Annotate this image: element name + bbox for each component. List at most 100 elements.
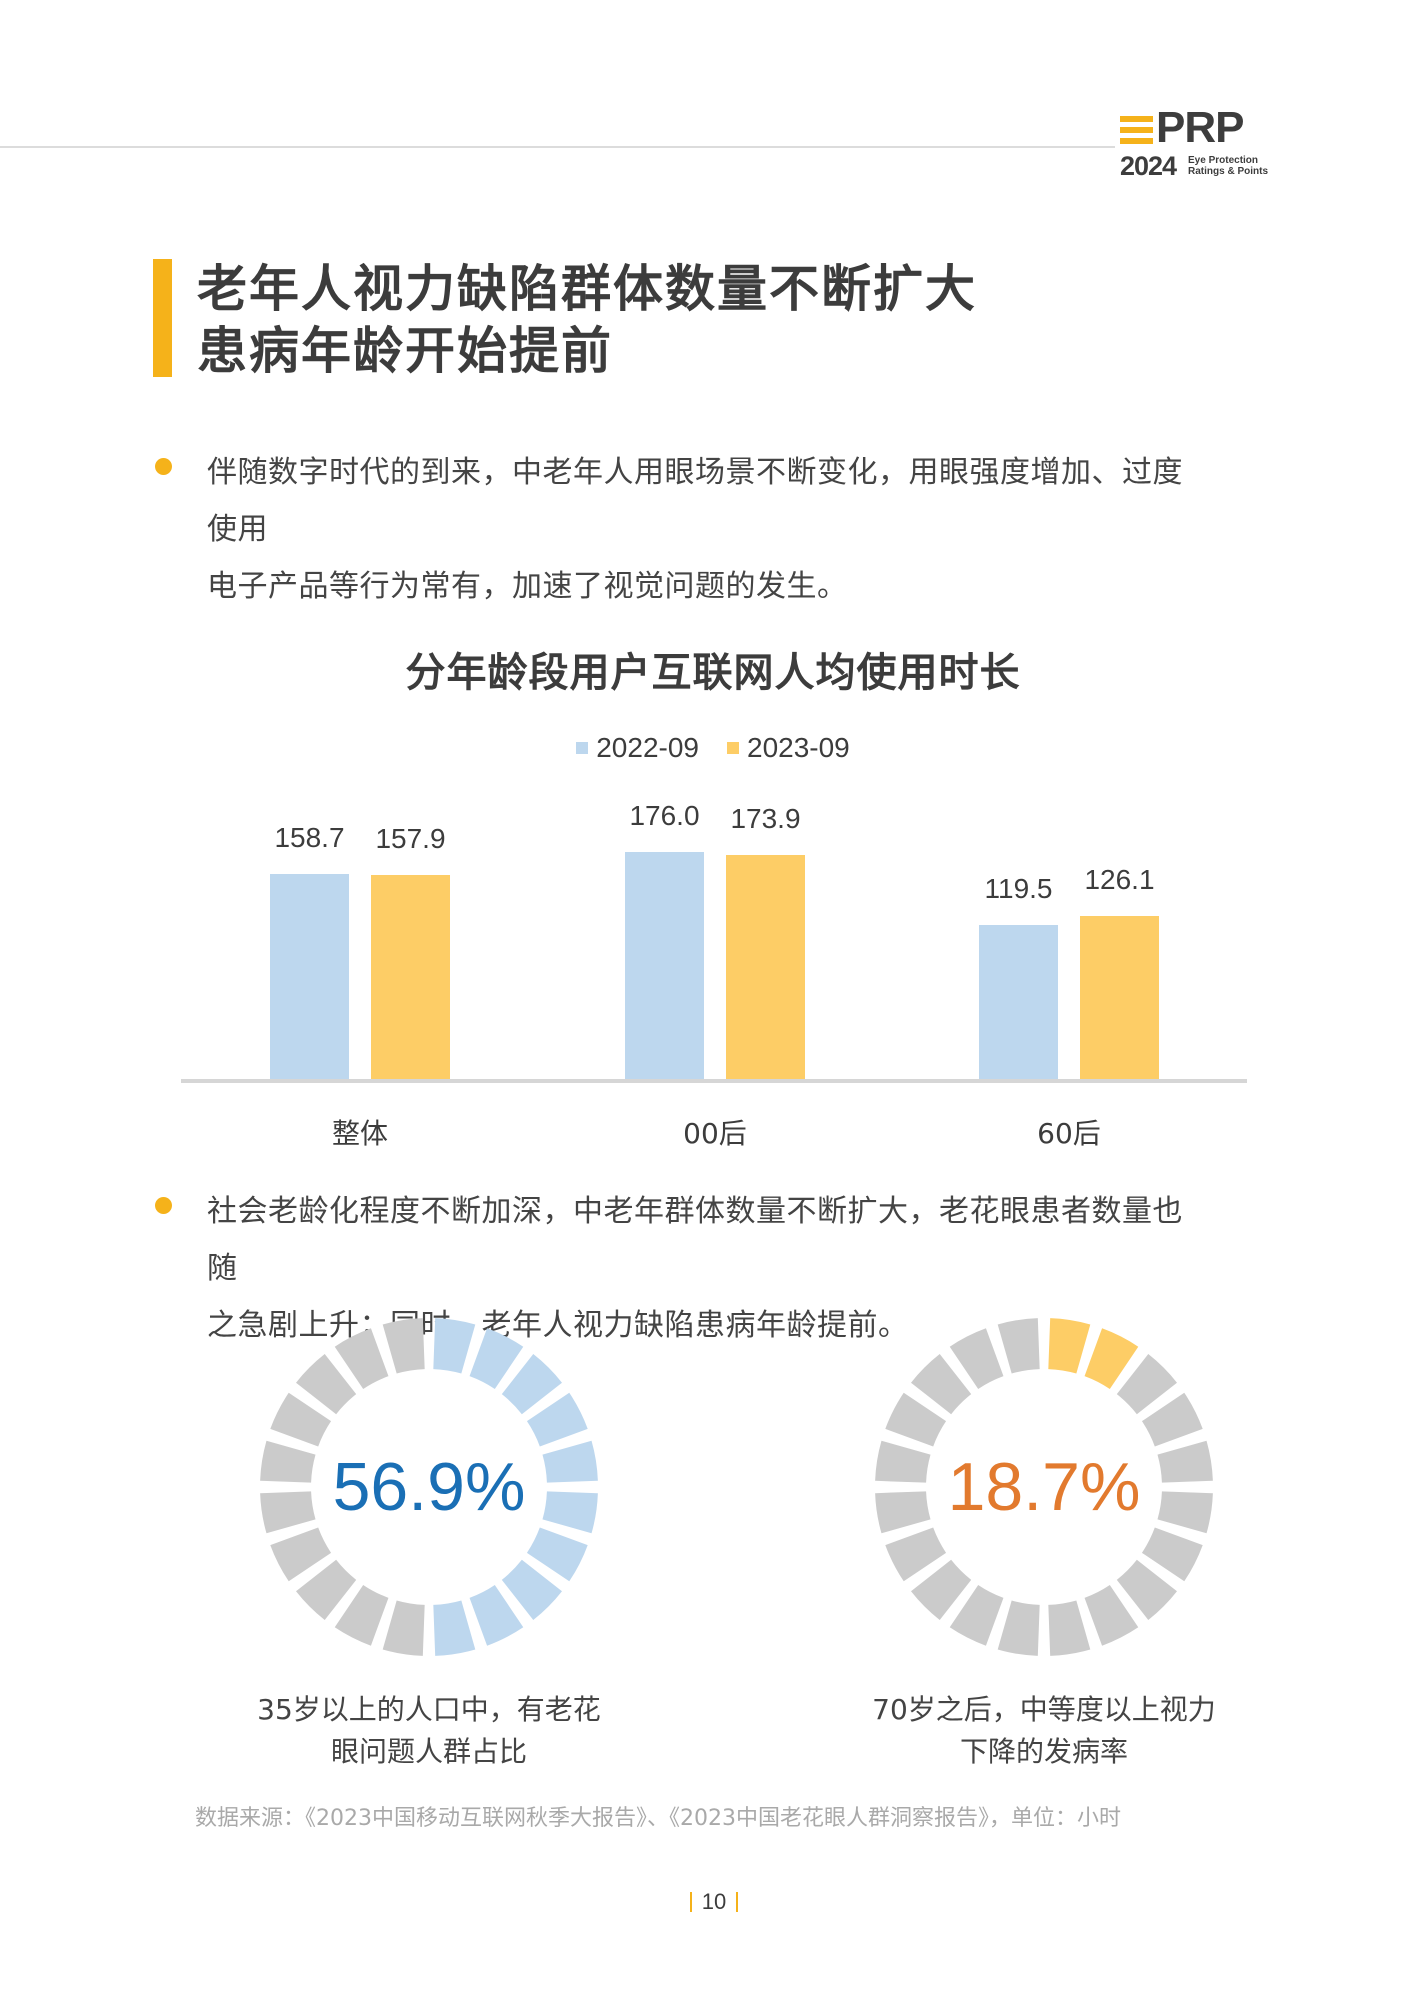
donut-caption-2-line1: 70岁之后，中等度以上视力: [872, 1693, 1216, 1726]
donut-segment: [382, 1318, 425, 1374]
header-divider: [0, 146, 1115, 148]
page-number-bar-right: [736, 1892, 739, 1912]
donut-segment: [1141, 1392, 1203, 1447]
legend-label-2023: 2023-09: [747, 732, 850, 763]
donut-segment: [542, 1491, 598, 1534]
legend-swatch-2023: [727, 742, 739, 754]
bar-value-label: 157.9: [375, 823, 446, 855]
donut-segment: [885, 1527, 947, 1582]
donut-segment: [911, 1354, 972, 1415]
donut-segment: [1084, 1584, 1139, 1646]
page-title-line1: 老年人视力缺陷群体数量不断扩大: [197, 260, 977, 318]
bar-value-label: 119.5: [984, 872, 1053, 904]
title-accent-bar: [153, 259, 172, 377]
donut-caption-2-line2: 下降的发病率: [959, 1735, 1128, 1768]
donut-segment: [270, 1527, 332, 1582]
donut-segment: [1157, 1491, 1213, 1534]
legend-swatch-2022: [576, 742, 589, 754]
bar-2022-09-1: [625, 851, 704, 1079]
bar-2022-09-2: [979, 924, 1058, 1079]
bullet-2-line1: 社会老龄化程度不断加深，中老年群体数量不断扩大，老花眼患者数量也随: [207, 1194, 1183, 1286]
bar-value-label: 158.7: [274, 822, 345, 854]
donut-segment: [526, 1392, 588, 1447]
donut-segment: [433, 1318, 476, 1374]
data-source-note: 数据来源：《2023中国移动互联网秋季大报告》、《2023中国老花眼人群洞察报告…: [195, 1806, 1121, 1831]
donut-ring: [875, 1318, 1213, 1656]
donut-segment: [1048, 1318, 1091, 1374]
logo-subtitle-line2: Ratings & Points: [1188, 166, 1269, 177]
donut-segment: [542, 1440, 598, 1483]
bar-2023-09-2: [1080, 916, 1159, 1079]
page-number-bar-left: [689, 1892, 692, 1912]
donut-segment: [382, 1600, 425, 1656]
bar-value-label: 176.0: [629, 799, 700, 831]
donut-segment: [334, 1328, 389, 1390]
donut-chart-presbyopia: 56.9%: [259, 1317, 599, 1657]
donut-segment: [949, 1584, 1004, 1646]
donut-segment: [260, 1491, 316, 1534]
donut-segment: [1141, 1527, 1203, 1582]
chart-title: 分年龄段用户互联网人均使用时长: [405, 650, 1021, 696]
donut-segment: [469, 1584, 524, 1646]
donut-segment: [875, 1440, 931, 1483]
donut-segment: [270, 1392, 332, 1447]
donut-ring: [260, 1318, 598, 1656]
donut-chart-vision-decline: 18.7%: [874, 1317, 1214, 1657]
donut-segment: [911, 1559, 972, 1620]
donut-segment: [334, 1584, 389, 1646]
category-label: 00后: [683, 1117, 747, 1150]
category-label: 整体: [331, 1117, 388, 1150]
donut-segment: [997, 1318, 1040, 1374]
logo-subtitle-line1: Eye Protection: [1188, 155, 1259, 166]
bar-2023-09-0: [371, 875, 450, 1079]
donut-segment: [433, 1600, 476, 1656]
logo-e-bars-icon: [1120, 116, 1153, 147]
donut-segment: [501, 1354, 562, 1415]
donut-segment: [501, 1559, 562, 1620]
donut-value: 18.7%: [947, 1449, 1141, 1525]
bar-2023-09-1: [726, 854, 805, 1079]
donut-segment: [997, 1600, 1040, 1656]
page-title-line2: 患病年龄开始提前: [197, 322, 613, 380]
donut-segment: [296, 1559, 357, 1620]
page-title: 老年人视力缺陷群体数量不断扩大 患病年龄开始提前: [197, 258, 977, 382]
donut-segment: [1048, 1600, 1091, 1656]
bullet-1-line1: 伴随数字时代的到来，中老年人用眼场景不断变化，用眼强度增加、过度使用: [207, 455, 1183, 547]
donut-segment: [885, 1392, 947, 1447]
donut-caption-1-line1: 35岁以上的人口中，有老花: [257, 1693, 601, 1726]
bullet-paragraph-1: 伴随数字时代的到来，中老年人用眼场景不断变化，用眼强度增加、过度使用 电子产品等…: [155, 444, 1203, 615]
bullet-1-line2: 电子产品等行为常有，加速了视觉问题的发生。: [207, 569, 848, 604]
donut-segment: [875, 1491, 931, 1534]
donut-caption-1-line2: 眼问题人群占比: [330, 1735, 527, 1768]
donut-segment: [469, 1328, 524, 1390]
donut-segment: [949, 1328, 1004, 1390]
bar-value-label: 126.1: [1084, 864, 1155, 896]
eprp-logo: PRP 2024 Eye Protection Ratings & Points: [1120, 106, 1290, 181]
page-number-text: 10: [701, 1889, 727, 1914]
bullet-paragraph-2: 社会老龄化程度不断加深，中老年群体数量不断扩大，老花眼患者数量也随 之急剧上升；…: [155, 1183, 1203, 1354]
donut-segment: [260, 1440, 316, 1483]
legend-item-2022: 2022-09: [576, 732, 699, 764]
bullet-2-line2: 之急剧上升；同时，老年人视力缺陷患病年龄提前。: [207, 1308, 909, 1343]
bar-value-label: 173.9: [730, 802, 801, 834]
donut-caption-2: 70岁之后，中等度以上视力 下降的发病率: [834, 1689, 1254, 1773]
bullet-dot-icon: [155, 1197, 172, 1214]
donut-segment: [1116, 1559, 1177, 1620]
category-label: 60后: [1037, 1117, 1101, 1150]
donut-segment: [296, 1354, 357, 1415]
logo-subtitle: Eye Protection Ratings & Points: [1188, 155, 1268, 177]
logo-brand: PRP: [1156, 103, 1244, 152]
donut-segment: [1157, 1440, 1213, 1483]
donut-segment: [1084, 1328, 1139, 1390]
donut-segment: [526, 1527, 588, 1582]
bullet-dot-icon: [155, 458, 172, 475]
bar-2022-09-0: [270, 874, 349, 1079]
donut-caption-1: 35岁以上的人口中，有老花 眼问题人群占比: [219, 1689, 639, 1773]
donut-value: 56.9%: [332, 1449, 526, 1525]
legend-label-2022: 2022-09: [596, 732, 699, 763]
x-axis-line: [181, 1079, 1247, 1083]
legend-item-2023: 2023-09: [727, 732, 850, 764]
page-number: 10: [683, 1886, 745, 1918]
donut-segment: [1116, 1354, 1177, 1415]
logo-year: 2024: [1120, 151, 1177, 181]
